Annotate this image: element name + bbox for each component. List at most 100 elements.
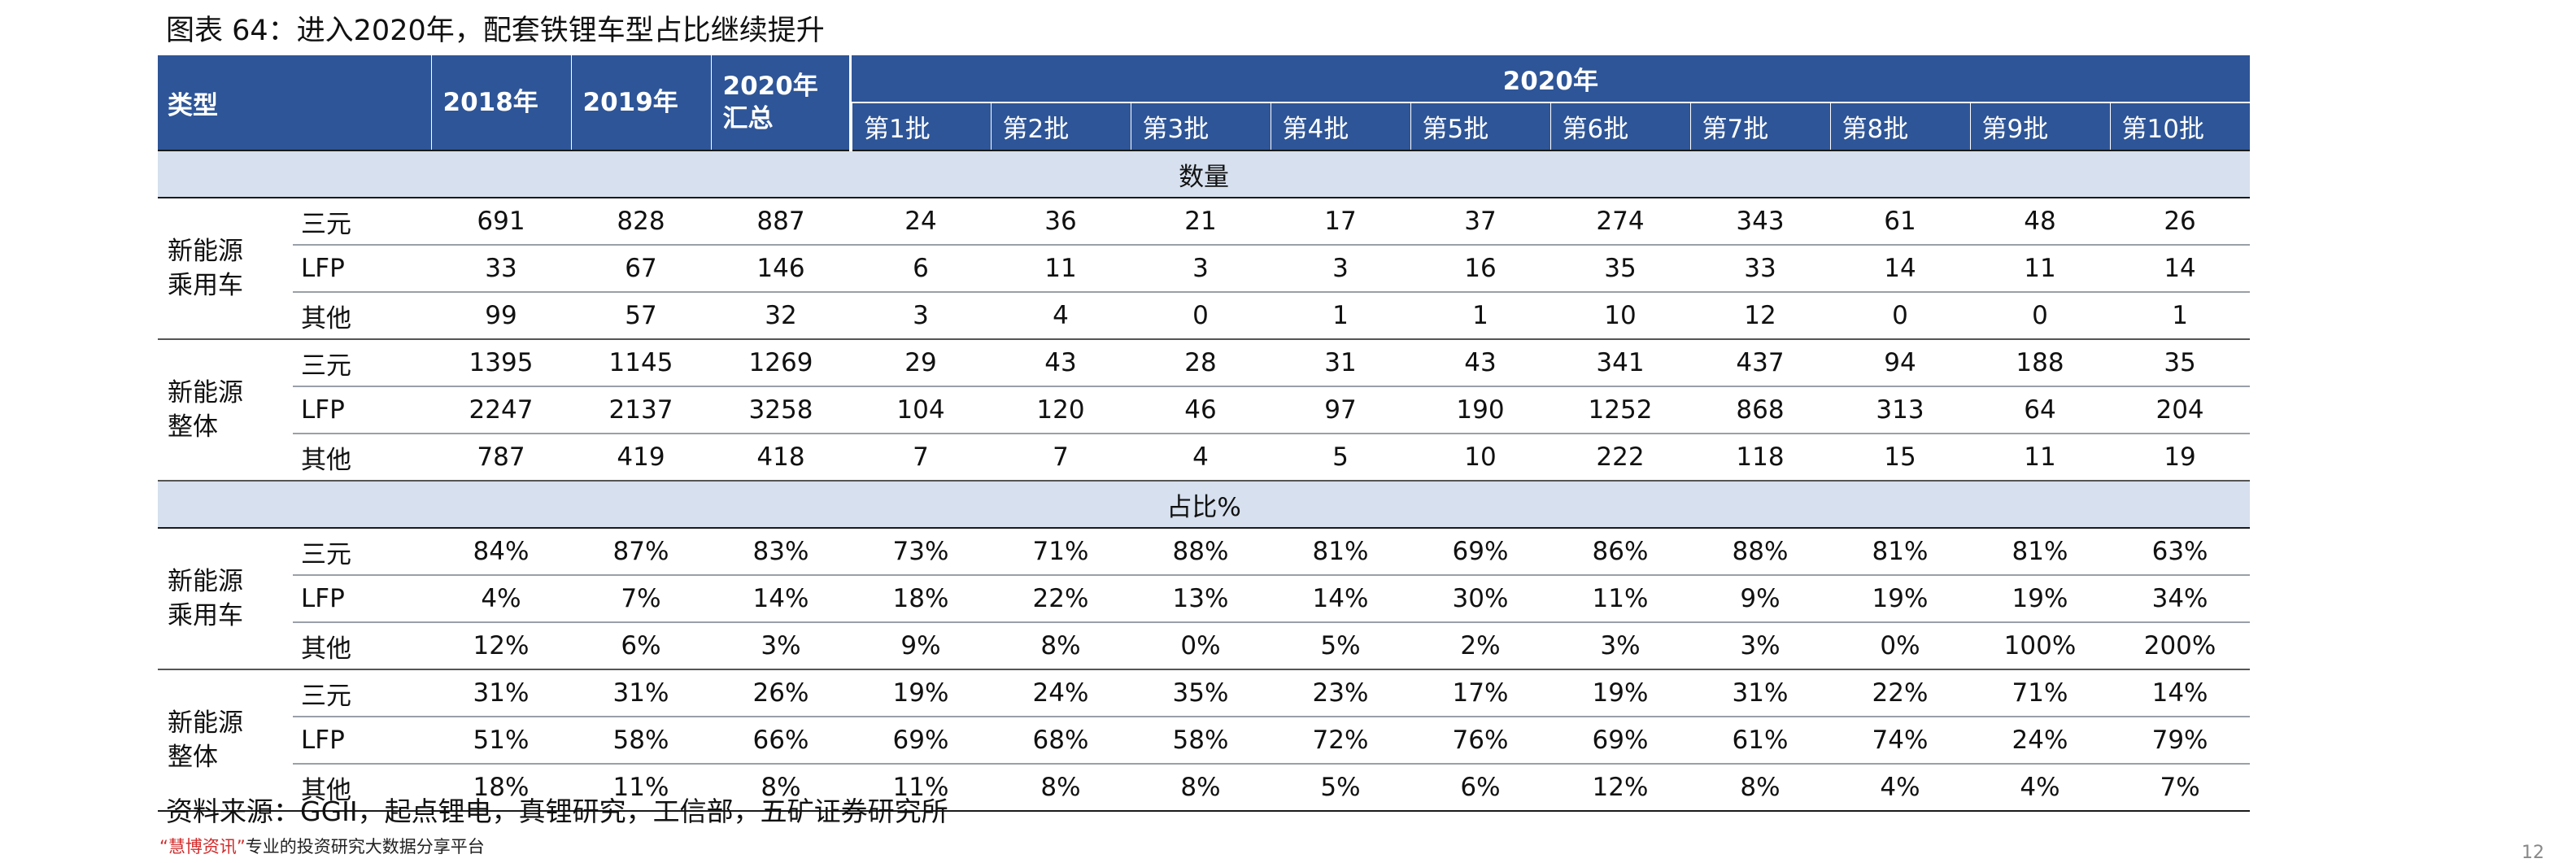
table-row: LFP 33 67 146 6 11 3 3 16 35 33 14 11 14 (158, 245, 2251, 293)
table-cell: 19% (851, 669, 991, 717)
row-category: LFP (293, 245, 431, 293)
table-cell: 83% (711, 528, 851, 576)
group-label-line2: 整体 (168, 743, 218, 772)
table-cell: 7 (851, 434, 991, 482)
table-cell: 11% (851, 764, 991, 812)
table-cell: 9% (1690, 575, 1830, 623)
table-cell: 8% (1131, 764, 1271, 812)
table-cell: 222 (1550, 434, 1690, 482)
table-cell: 146 (711, 245, 851, 293)
group-label: 新能源 整体 (158, 339, 293, 482)
watermark-brand: “慧博资讯” (159, 837, 246, 856)
table-cell: 19 (2110, 434, 2251, 482)
group-label-line1: 新能源 (168, 567, 243, 596)
table-cell: 6 (851, 245, 991, 293)
table-cell: 204 (2110, 386, 2251, 434)
table-row: 新能源 乘用车 三元 691 828 887 24 36 21 17 37 274 343 61 48 26 (158, 198, 2251, 340)
row-category: 其他 (293, 434, 431, 482)
header-batch-5: 第5批 (1410, 102, 1551, 150)
table-cell: 4% (431, 575, 571, 623)
table-cell: 14 (2110, 245, 2251, 293)
table-cell: 61% (1690, 717, 1830, 765)
group-label: 新能源 整体 (158, 669, 293, 812)
header-batch-3: 第3批 (1131, 102, 1271, 150)
table-cell: 13% (1131, 575, 1271, 623)
table-cell: 3% (1550, 622, 1690, 670)
header-batch-9: 第9批 (1970, 102, 2111, 150)
table-cell: 32 (711, 292, 851, 340)
table-cell: 274 (1550, 198, 1690, 246)
table-cell: 419 (571, 434, 711, 482)
table-cell: 15 (1830, 434, 1970, 482)
table-cell: 2% (1410, 622, 1550, 670)
header-type: 类型 (158, 55, 432, 150)
section-title: 占比% (158, 480, 2251, 529)
table-row: LFP 2247 2137 3258 104 120 46 97 190 1252 868 313 64… (158, 386, 2251, 434)
table-cell: 69% (1410, 528, 1550, 576)
table-cell: 0 (1131, 292, 1271, 340)
table-cell: 12% (431, 622, 571, 670)
table-cell: 17% (1410, 669, 1550, 717)
row-category: LFP (293, 575, 431, 623)
table-cell: 30% (1410, 575, 1550, 623)
group-label-line1: 新能源 (168, 237, 243, 266)
table-cell: 61 (1830, 198, 1970, 246)
table-cell: 0% (1131, 622, 1271, 670)
row-category: 三元 (293, 339, 431, 387)
table-cell: 81% (1830, 528, 1970, 576)
table-cell: 48 (1970, 198, 2110, 246)
table-cell: 3 (851, 292, 991, 340)
row-category: 三元 (293, 528, 431, 576)
row-category: 三元 (293, 198, 431, 246)
table-cell: 21 (1131, 198, 1271, 246)
table-cell: 5% (1271, 622, 1410, 670)
table-cell: 43 (1410, 339, 1550, 387)
table-cell: 31% (1690, 669, 1830, 717)
table-cell: 437 (1690, 339, 1830, 387)
table-cell: 8% (1690, 764, 1830, 812)
table-cell: 24% (1970, 717, 2110, 765)
watermark-text: 专业的投资研究大数据分享平台 (245, 837, 485, 856)
table-cell: 18% (431, 764, 571, 812)
group-label-line1: 新能源 (168, 378, 243, 408)
table-row: 其他 12% 6% 3% 9% 8% 0% 5% 2% 3% 3% 0% 100% 200% (158, 622, 2251, 670)
table-cell: 67 (571, 245, 711, 293)
header-2020-group: 2020年 (851, 55, 2251, 103)
table-cell: 33 (1690, 245, 1830, 293)
table-cell: 26 (2110, 198, 2251, 246)
table-cell: 58% (1131, 717, 1271, 765)
table-cell: 118 (1690, 434, 1830, 482)
table-cell: 11% (1550, 575, 1690, 623)
header-2020-total-line2: 汇总 (722, 104, 774, 133)
table-cell: 64 (1970, 386, 2110, 434)
table-cell: 2137 (571, 386, 711, 434)
table-cell: 72% (1271, 717, 1410, 765)
table-cell: 24 (851, 198, 991, 246)
table-cell: 17 (1271, 198, 1410, 246)
table-cell: 3 (1271, 245, 1410, 293)
table-cell: 828 (571, 198, 711, 246)
table-cell: 418 (711, 434, 851, 482)
group-label-line2: 乘用车 (168, 271, 243, 300)
table-cell: 11 (991, 245, 1131, 293)
table-cell: 8% (711, 764, 851, 812)
header-batch-7: 第7批 (1690, 102, 1831, 150)
table-cell: 37 (1410, 198, 1550, 246)
table-cell: 1252 (1550, 386, 1690, 434)
table-cell: 11 (1970, 245, 2110, 293)
table-cell: 10 (1410, 434, 1550, 482)
table-cell: 23% (1271, 669, 1410, 717)
table-cell: 84% (431, 528, 571, 576)
table-row: LFP 4% 7% 14% 18% 22% 13% 14% 30% 11% 9% 19% 19% 34% (158, 575, 2251, 623)
table-row: 新能源 整体 三元 1395 1145 1269 29 43 28 31 43 341 437 94 188… (158, 339, 2251, 482)
table-cell: 0% (1830, 622, 1970, 670)
table-cell: 9% (851, 622, 991, 670)
table-cell: 74% (1830, 717, 1970, 765)
group-label: 新能源 乘用车 (158, 528, 293, 670)
table-cell: 7% (2110, 764, 2251, 812)
table-cell: 11 (1970, 434, 2110, 482)
table-header: 类型 2018年 2019年 2020年 汇总 2020年 第1批 第2批 第3批第… (158, 55, 2251, 150)
table-cell: 18% (851, 575, 991, 623)
table-cell: 691 (431, 198, 571, 246)
header-2020-total-line1: 2020年 (722, 72, 818, 101)
